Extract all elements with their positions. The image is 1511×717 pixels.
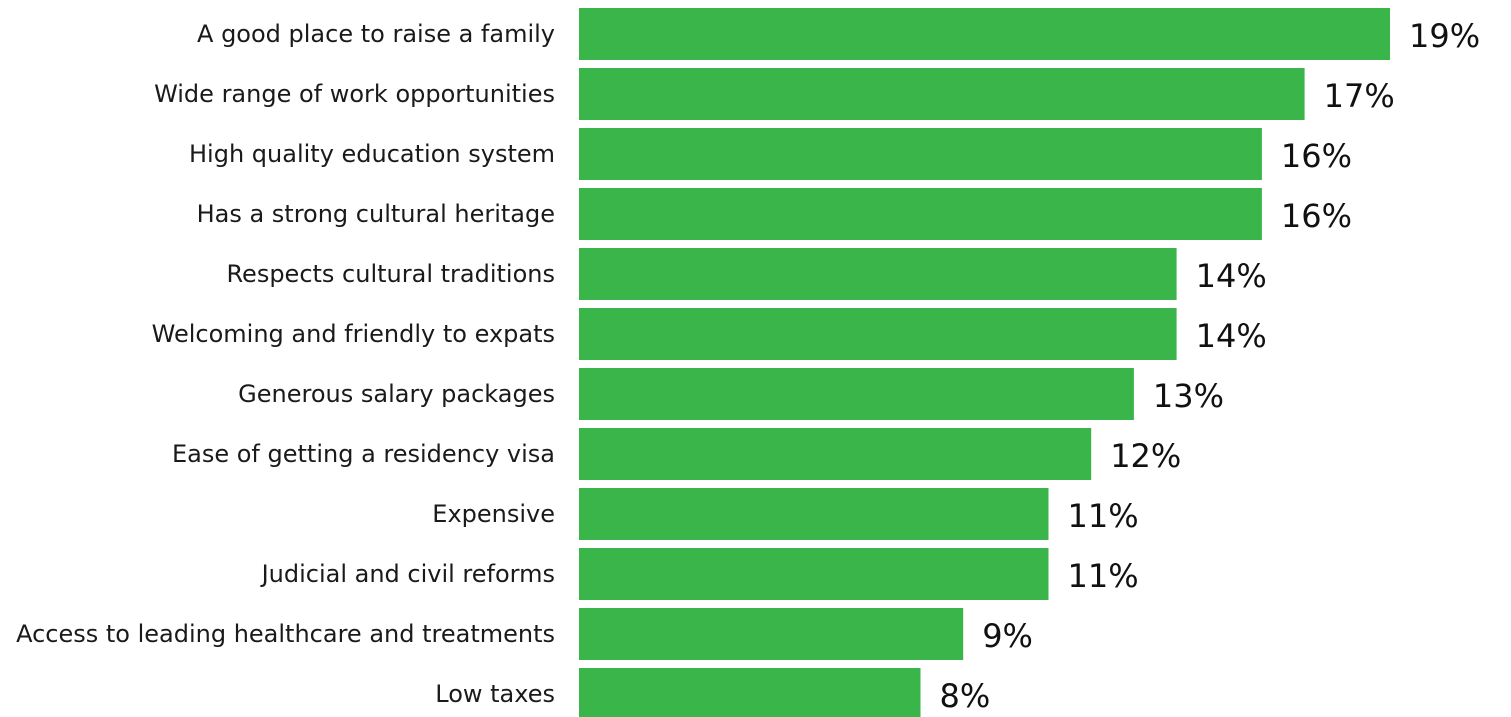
value-label: 16% (1281, 197, 1352, 235)
category-label: Access to leading healthcare and treatme… (16, 620, 555, 648)
category-label: Welcoming and friendly to expats (152, 320, 555, 348)
bar (579, 428, 1092, 480)
category-label: Judicial and civil reforms (260, 560, 555, 588)
value-label: 12% (1110, 437, 1181, 475)
bar (579, 308, 1177, 360)
value-label: 13% (1153, 377, 1224, 415)
value-label: 14% (1196, 257, 1267, 295)
category-label: Low taxes (435, 680, 555, 708)
bar (579, 488, 1049, 540)
category-label: High quality education system (189, 140, 555, 168)
category-label: Generous salary packages (238, 380, 555, 408)
bars-group (579, 8, 1390, 717)
value-label: 8% (940, 677, 991, 715)
category-label: A good place to raise a family (197, 20, 555, 48)
category-label: Has a strong cultural heritage (197, 200, 555, 228)
value-label: 19% (1409, 17, 1480, 55)
bar (579, 548, 1049, 600)
bar (579, 68, 1305, 120)
category-label: Expensive (432, 500, 555, 528)
category-label: Wide range of work opportunities (154, 80, 555, 108)
value-label: 14% (1196, 317, 1267, 355)
value-label: 17% (1324, 77, 1395, 115)
bar (579, 188, 1262, 240)
bar (579, 8, 1390, 60)
bar (579, 248, 1177, 300)
bar (579, 608, 964, 660)
value-label: 11% (1068, 497, 1139, 535)
bar (579, 668, 921, 717)
category-label: Ease of getting a residency visa (172, 440, 555, 468)
bar (579, 368, 1134, 420)
value-label: 16% (1281, 137, 1352, 175)
bar (579, 128, 1262, 180)
category-label: Respects cultural traditions (226, 260, 555, 288)
category-labels-group: A good place to raise a family Wide range… (16, 20, 555, 708)
value-labels-group: 19% 17% 16% 16% 14% 14% 13% 12% 11% 11% 9% 8% (940, 17, 1481, 715)
value-label: 11% (1068, 557, 1139, 595)
value-label: 9% (982, 617, 1033, 655)
